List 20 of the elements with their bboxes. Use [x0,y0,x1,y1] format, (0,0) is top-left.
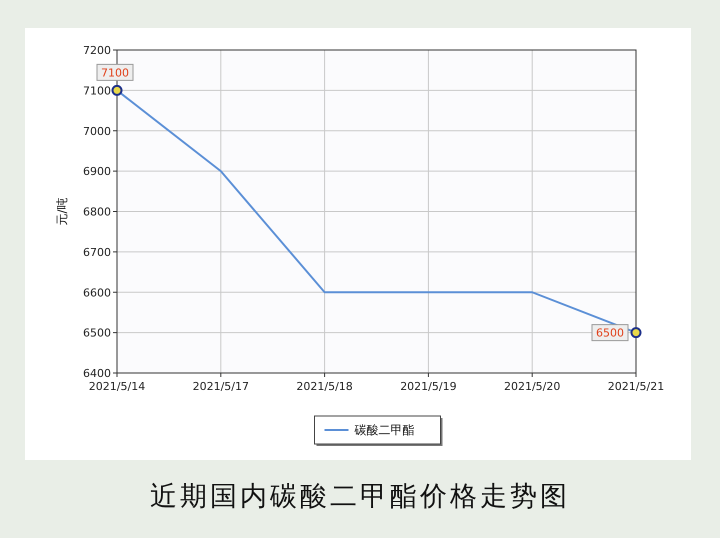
y-tick-label: 7000 [83,124,111,138]
x-tick-label: 2021/5/20 [504,380,560,393]
data-label: 7100 [101,66,129,80]
legend-label: 碳酸二甲酯 [354,423,414,437]
x-tick-label: 2021/5/14 [88,380,146,393]
y-tick-label: 6400 [83,367,111,380]
y-tick-label: 7100 [83,84,111,98]
x-tick-label: 2021/5/19 [400,380,457,393]
y-axis-title: 元/吨 [55,197,69,226]
y-tick-label: 7200 [83,44,111,57]
y-tick-label: 6900 [83,165,111,178]
x-tick-label: 2021/5/17 [192,380,250,393]
y-tick-label: 6600 [83,286,111,300]
data-label: 6500 [596,326,624,340]
y-tick-label: 6500 [83,326,111,340]
text: 近期国内碳酸二甲酯价格走势图 [150,481,570,512]
y-tick-label: 6800 [83,206,111,218]
y-tick-label: 6700 [83,246,111,259]
x-tick-label: 2021/5/18 [296,380,353,393]
x-tick-label: 2021/5/21 [608,380,664,393]
